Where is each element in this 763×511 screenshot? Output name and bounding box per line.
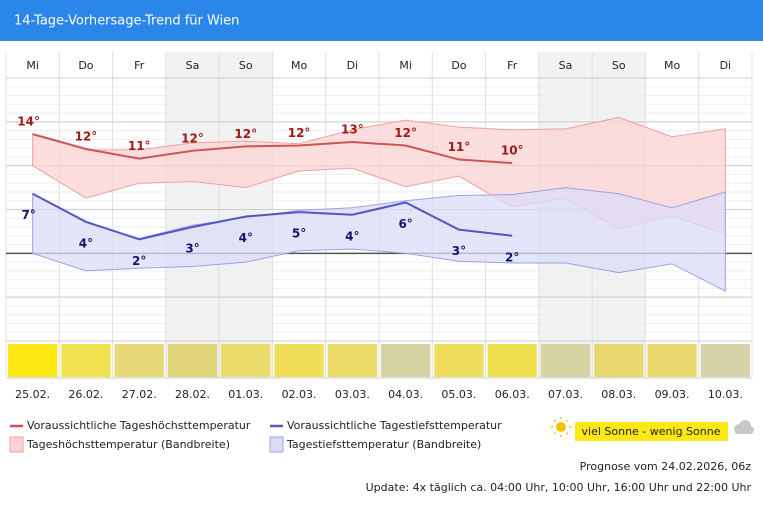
data-label: 12° [75,130,98,144]
weekday-label: Do [78,59,93,72]
data-label: 5° [292,227,306,241]
sunshine-box [8,344,58,377]
plot: 14° 12° 11° 12° 12° 12° 13° 12° 11° 10° 7° 4° 2° 3° 4°… [5,52,753,379]
series-line [32,133,513,165]
sunshine-box [221,344,271,377]
forecast-info: Prognose vom 24.02.2026, 06z [580,460,752,473]
data-label: 7° [21,208,35,222]
weekday-label: Sa [559,59,573,72]
x-tick-label: 04.03. [388,388,423,401]
weekday-label: Sa [186,59,200,72]
x-tick-label: 25.02. [15,388,50,401]
x-tick-label: 27.02. [122,388,157,401]
sunshine-box [594,344,644,377]
weekday-label: Mi [26,59,39,72]
sunshine-box [327,344,377,377]
legend-label: Tagestiefsttemperatur (Bandbreite) [286,438,481,451]
data-label: 12° [394,126,417,140]
data-label: 12° [234,127,257,141]
weekend-shade [165,52,220,378]
series-line [32,192,513,241]
sunshine-box [61,344,111,377]
x-tick-label: 06.03. [495,388,530,401]
sunshine-box [487,344,537,377]
legend-label: Voraussichtliche Tageshöchsttemperatur [27,419,251,432]
x-tick-label: 07.03. [548,388,583,401]
x-tick-label: 05.03. [441,388,476,401]
sunshine-box [167,344,218,377]
x-tick-label: 08.03. [601,388,636,401]
cloud-icon [734,420,754,434]
header-bar [0,0,763,41]
update-info: Update: 4x täglich ca. 04:00 Uhr, 10:00 … [366,481,752,494]
x-tick-label: 26.02. [68,388,103,401]
sunshine-box [274,344,324,377]
sunshine-box [114,344,164,377]
weekday-label: So [239,59,253,72]
data-label: 14° [17,115,40,129]
weekday-label: Di [347,59,359,72]
weekday-label: Mi [399,59,412,72]
weekday-label: Fr [134,59,145,72]
weekday-label: Fr [507,59,518,72]
x-tick-label: 01.03. [228,388,263,401]
sunshine-box [647,344,697,377]
x-tick-label: 03.03. [335,388,370,401]
x-tick-label: 10.03. [708,388,743,401]
data-label: 13° [341,122,364,136]
weekday-label: Do [451,59,466,72]
sunshine-box [434,344,484,377]
legend-band [269,436,284,453]
data-label: 4° [345,229,359,243]
sun-icon [551,417,571,437]
sunshine-box [700,344,750,377]
data-label: 12° [288,126,311,140]
x-tick-label: 09.03. [655,388,690,401]
sunshine-legend-label: viel Sonne - wenig Sonne [582,425,721,438]
data-label: 4° [79,236,93,250]
sunshine-box [381,344,431,377]
data-label: 10° [501,144,524,158]
weekday-label: So [612,59,626,72]
legend-label: Voraussichtliche Tagestiefsttemperatur [287,419,502,432]
weekday-label: Mo [664,59,680,72]
sunshine-legend-box [575,422,728,441]
data-label: 6° [398,217,412,231]
data-label: 11° [448,140,471,154]
data-label: 4° [239,231,253,245]
data-label: 3° [185,242,199,256]
weekday-label: Mo [291,59,307,72]
data-label: 3° [452,244,466,258]
weekday-label: Di [720,59,732,72]
x-tick-label: 02.03. [282,388,317,401]
data-label: 12° [181,131,204,145]
x-tick-label: 28.02. [175,388,210,401]
data-label: 2° [505,250,519,264]
data-label: 2° [132,254,146,268]
legend-label: Tageshöchsttemperatur (Bandbreite) [26,438,230,451]
sunshine-box [540,344,591,377]
data-label: 11° [128,139,151,153]
legend-band [9,436,24,453]
header-title: 14-Tage-Vorhersage-Trend für Wien [14,14,239,29]
